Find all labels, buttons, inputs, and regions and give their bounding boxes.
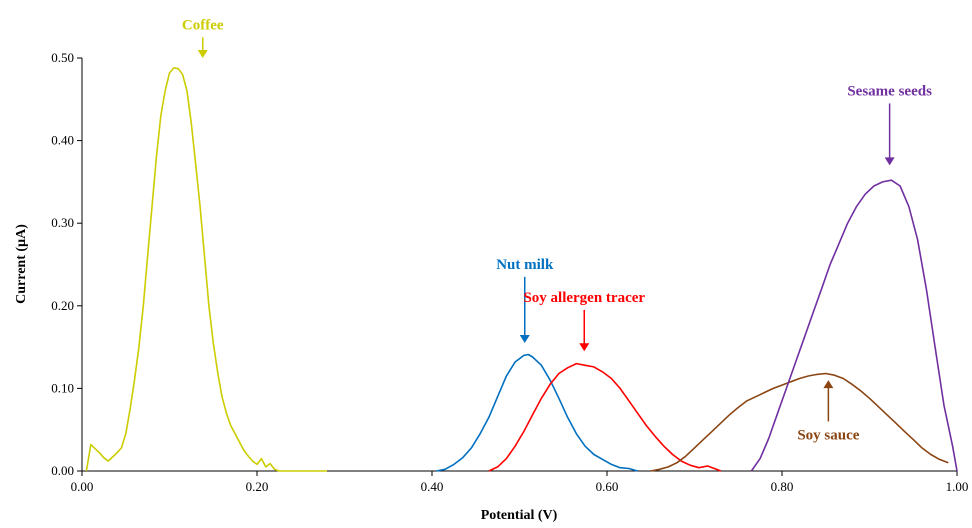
y-tick-label: 0.50 [51,50,74,65]
annotation-coffee: Coffee [182,17,224,58]
annotation-arrow-head [519,334,530,343]
x-tick-label: 0.00 [71,479,94,494]
x-ticks: 0.00 0.20 0.40 0.60 0.80 1.00 [71,471,969,494]
annotation-arrow-head [823,380,834,389]
x-tick-label: 0.40 [421,479,444,494]
y-ticks: 0.00 0.10 0.20 0.30 0.40 0.50 [51,50,82,478]
series-line-nut-milk [436,353,638,472]
annotation-nut-milk: Nut milk [496,257,554,343]
series-line-soy-allergen-tracer [488,362,722,472]
annotation-soy-sauce: Soy sauce [797,380,860,443]
annotation-label: Coffee [182,17,224,33]
y-tick-label: 0.20 [51,298,74,313]
annotation-arrow-head [197,50,208,58]
y-tick-label: 0.30 [51,215,74,230]
x-tick-label: 1.00 [946,479,969,494]
annotation-soy-allergen-tracer: Soy allergen tracer [523,290,645,352]
y-tick-label: 0.40 [51,133,74,148]
series-layer [85,67,958,472]
y-tick-label: 0.10 [51,380,74,395]
series-line-soy-sauce [650,372,949,472]
annotation-arrow-head [579,343,590,352]
annotations: Coffee Nut milk Soy allergen tracer Sesame … [182,17,932,443]
annotation-label: Nut milk [496,257,554,273]
x-tick-label: 0.80 [771,479,794,494]
axes [81,58,957,472]
annotation-arrow-head [884,157,895,166]
annotation-label: Soy allergen tracer [523,290,645,306]
x-tick-label: 0.20 [246,479,269,494]
y-axis-title: Current (µA) [14,224,29,304]
series-line-coffee [85,67,327,472]
annotation-label: Soy sauce [797,427,859,443]
annotation-sesame-seeds: Sesame seeds [847,83,932,166]
y-tick-label: 0.00 [51,463,74,478]
series-line-sesame-seeds [750,179,958,472]
annotation-label: Sesame seeds [847,83,932,99]
x-tick-label: 0.60 [596,479,619,494]
x-axis-title: Potential (V) [481,508,558,523]
